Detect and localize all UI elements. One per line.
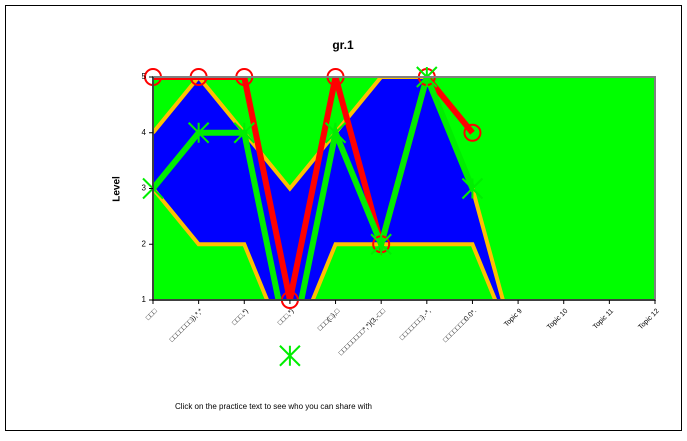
chart-title: gr.1	[332, 38, 354, 52]
series-line	[153, 77, 476, 300]
point-marker	[463, 123, 482, 142]
range-edge	[153, 187, 498, 300]
point-marker	[370, 233, 392, 255]
point-marker	[233, 122, 255, 144]
point-marker	[461, 177, 484, 200]
y-tick-label: 4	[142, 128, 147, 137]
footer-note: Click on the practice text to see who yo…	[175, 402, 372, 411]
point-marker	[324, 122, 347, 144]
point-marker	[279, 345, 301, 367]
plot-series	[153, 77, 505, 300]
point-marker	[187, 122, 210, 144]
y-tick-label: 1	[142, 295, 147, 304]
y-axis-label: Level	[112, 176, 123, 202]
y-tick-label: 2	[142, 239, 147, 248]
y-tick-label: 3	[142, 184, 147, 193]
y-tick-label: 5	[142, 72, 147, 81]
